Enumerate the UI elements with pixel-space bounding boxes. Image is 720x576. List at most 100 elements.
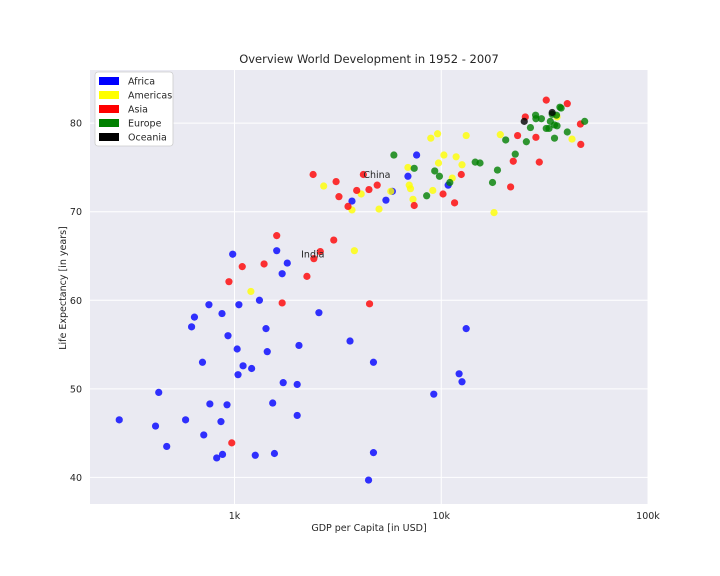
data-point <box>375 205 383 213</box>
data-points <box>115 96 589 484</box>
data-point <box>218 309 226 318</box>
data-point <box>431 167 439 175</box>
data-point <box>151 422 160 430</box>
data-point <box>309 170 317 179</box>
data-point <box>452 153 460 161</box>
data-point <box>359 170 367 179</box>
data-point <box>462 131 470 140</box>
data-point <box>488 178 497 187</box>
data-point <box>404 163 412 172</box>
data-point <box>187 323 196 331</box>
data-point <box>535 158 543 166</box>
data-point <box>239 362 247 370</box>
data-point <box>413 151 421 159</box>
data-point <box>247 287 255 296</box>
data-point <box>434 159 443 167</box>
data-point <box>502 136 510 144</box>
data-point <box>410 164 418 172</box>
data-point <box>435 172 444 180</box>
data-point <box>234 371 242 379</box>
data-point <box>223 401 231 409</box>
annotation-label: China <box>363 170 390 181</box>
data-point <box>581 117 589 125</box>
data-point <box>429 186 437 195</box>
legend-label: Asia <box>128 105 148 116</box>
data-point <box>387 187 395 195</box>
data-point <box>373 181 381 189</box>
data-point <box>496 131 504 139</box>
data-point <box>293 380 301 389</box>
data-point <box>273 232 281 240</box>
data-point <box>545 124 553 133</box>
data-point <box>225 278 233 286</box>
data-point <box>303 272 311 280</box>
data-point <box>198 358 207 366</box>
data-point <box>310 255 318 263</box>
data-point <box>181 416 190 424</box>
data-point <box>353 186 361 195</box>
data-point <box>568 135 576 143</box>
data-point <box>346 337 354 345</box>
y-tick-label: 60 <box>70 296 82 307</box>
data-point <box>229 250 237 258</box>
series-africa <box>115 151 470 484</box>
data-point <box>458 161 466 169</box>
data-point <box>238 263 246 271</box>
data-point <box>295 341 303 350</box>
data-point <box>520 117 528 125</box>
data-point <box>228 439 236 447</box>
data-point <box>553 122 561 130</box>
legend-label: Oceania <box>128 133 167 144</box>
data-point <box>348 197 356 205</box>
y-tick-label: 80 <box>70 119 82 130</box>
data-point <box>200 431 208 439</box>
data-point <box>269 399 277 407</box>
data-point <box>427 134 435 142</box>
data-point <box>542 96 550 104</box>
data-point <box>213 454 221 462</box>
data-point <box>563 128 571 136</box>
legend-box <box>94 71 174 147</box>
data-point <box>476 159 484 167</box>
data-point <box>263 348 271 356</box>
series-asia <box>225 96 585 447</box>
data-point <box>511 150 519 158</box>
data-point <box>404 172 412 180</box>
data-point <box>532 115 540 123</box>
legend-label: Americas <box>128 91 172 102</box>
data-point <box>283 259 291 267</box>
data-point <box>493 166 502 174</box>
data-point <box>522 138 530 146</box>
data-point <box>350 247 358 255</box>
legend-swatch <box>99 77 119 85</box>
legend: Africa Americas Asia Europe Oceania <box>94 71 174 147</box>
data-point <box>316 247 324 256</box>
data-point <box>364 476 373 484</box>
data-point <box>224 332 232 340</box>
annotation-label: India <box>301 250 324 261</box>
data-point <box>439 190 447 198</box>
data-point <box>273 247 281 255</box>
data-point <box>526 123 535 132</box>
data-point <box>233 345 241 353</box>
data-point <box>410 201 418 210</box>
data-point <box>260 260 268 268</box>
data-point <box>278 270 286 278</box>
series-oceania <box>520 108 556 125</box>
data-point <box>458 378 466 386</box>
data-point <box>537 115 545 123</box>
x-axis-label: GDP per Capita [in USD] <box>311 523 426 534</box>
data-point <box>430 390 438 398</box>
data-point <box>278 299 286 307</box>
y-axis-ticks: 40 50 60 70 80 <box>70 119 82 484</box>
y-axis-label: Life Expectancy [in years] <box>58 226 69 350</box>
data-point <box>365 185 373 194</box>
data-point <box>293 411 301 420</box>
data-point <box>457 170 465 179</box>
data-point <box>217 418 225 426</box>
y-tick-label: 50 <box>70 384 82 395</box>
data-point <box>262 325 270 333</box>
data-point <box>320 182 328 190</box>
legend-swatch <box>99 91 119 99</box>
